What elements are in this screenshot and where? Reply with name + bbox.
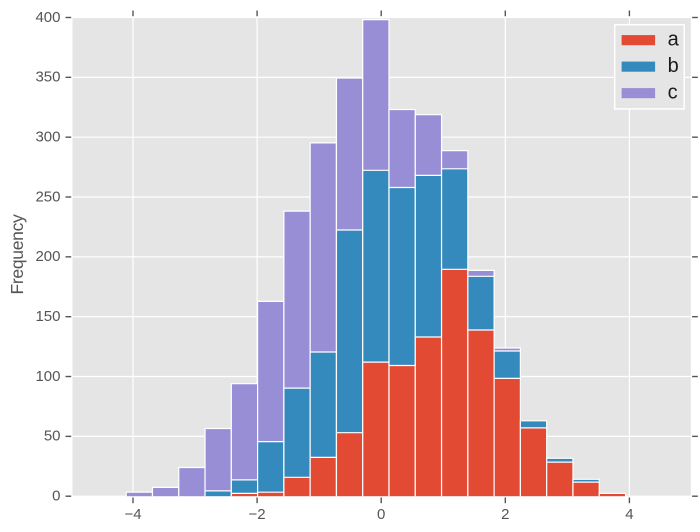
svg-text:0: 0: [377, 506, 385, 523]
svg-text:150: 150: [35, 308, 60, 325]
svg-text:2: 2: [501, 506, 509, 523]
svg-text:4: 4: [625, 506, 633, 523]
svg-text:250: 250: [35, 188, 60, 205]
svg-text:350: 350: [35, 69, 60, 86]
svg-text:200: 200: [35, 248, 60, 265]
svg-text:400: 400: [35, 9, 60, 26]
svg-text:−4: −4: [124, 506, 141, 523]
svg-text:−2: −2: [249, 506, 266, 523]
svg-text:Frequency: Frequency: [7, 214, 27, 295]
svg-text:b: b: [668, 55, 679, 77]
svg-text:100: 100: [35, 368, 60, 385]
svg-text:c: c: [668, 81, 678, 103]
svg-text:300: 300: [35, 129, 60, 146]
svg-text:a: a: [668, 28, 680, 50]
svg-text:50: 50: [44, 428, 61, 445]
svg-text:0: 0: [52, 488, 60, 505]
